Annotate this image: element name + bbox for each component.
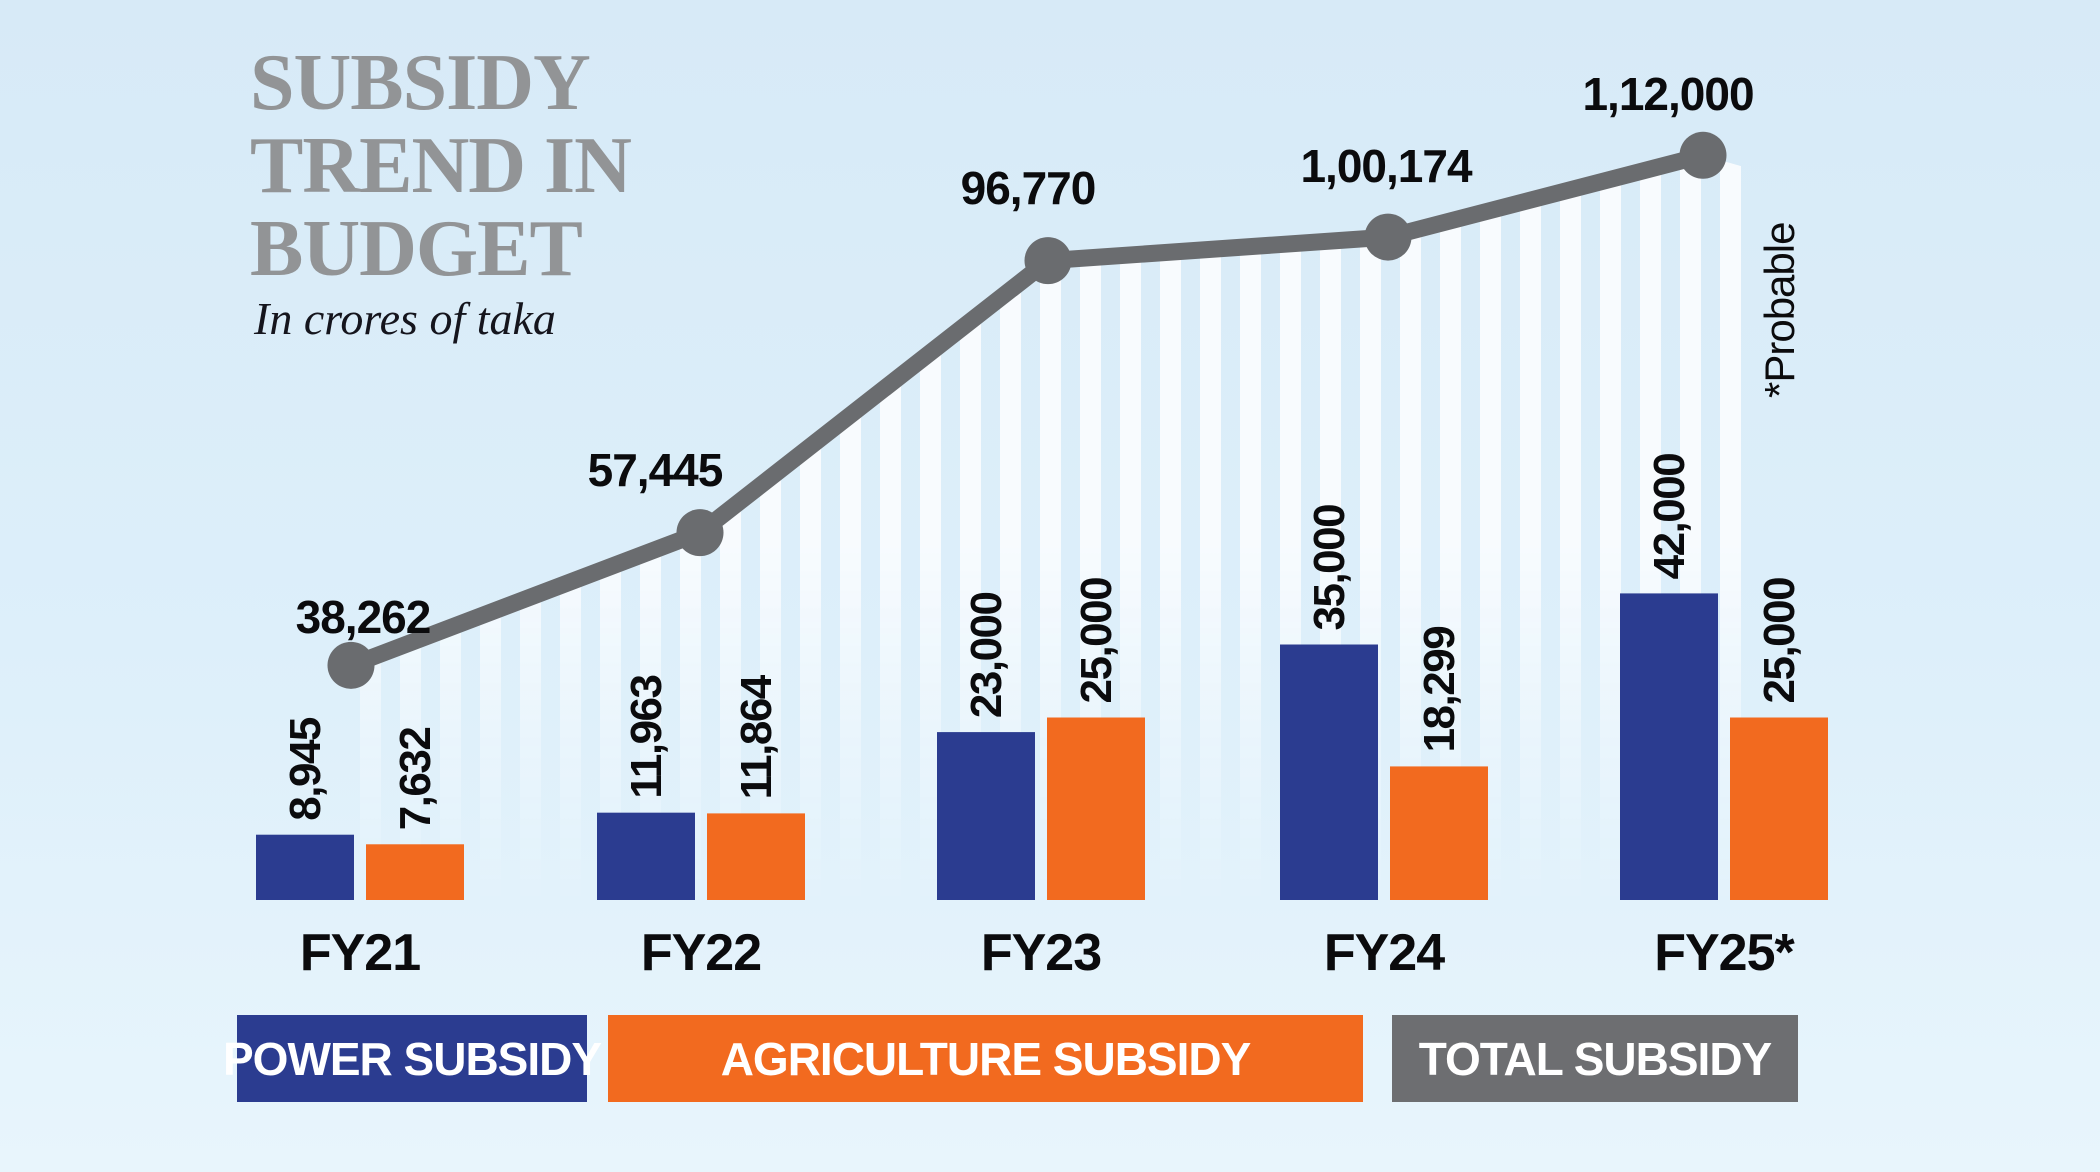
- bar-value-label-agriculture-fy21: 7,632: [391, 728, 440, 831]
- x-axis-label-fy25: FY25*: [1654, 924, 1795, 982]
- line-value-label-fy24: 1,00,174: [1300, 140, 1472, 192]
- bar-agriculture-fy24: [1390, 766, 1488, 900]
- bar-power-fy24: [1280, 644, 1378, 900]
- line-value-label-fy21: 38,262: [296, 591, 431, 643]
- bar-agriculture-fy25: [1730, 717, 1828, 900]
- bar-power-fy22: [597, 812, 695, 900]
- line-value-label-fy22: 57,445: [588, 444, 723, 496]
- page-title: SUBSIDY TREND IN BUDGET: [250, 39, 632, 294]
- legend-item-agriculture-subsidy: AGRICULTURE SUBSIDY: [608, 1015, 1363, 1102]
- bar-value-label-agriculture-fy23: 25,000: [1072, 578, 1121, 704]
- line-point-fy22: [676, 509, 724, 557]
- bar-value-label-power-fy25: 42,000: [1645, 454, 1694, 580]
- line-value-label-fy23: 96,770: [961, 162, 1096, 214]
- bar-value-label-agriculture-fy22: 11,864: [732, 674, 781, 799]
- bar-value-label-agriculture-fy24: 18,299: [1415, 627, 1464, 753]
- bar-power-fy25: [1620, 593, 1718, 900]
- bar-power-fy23: [937, 732, 1035, 900]
- line-value-label-fy25: 1,12,000: [1582, 68, 1753, 120]
- bar-value-label-power-fy21: 8,945: [281, 717, 330, 821]
- bar-agriculture-fy22: [707, 813, 805, 900]
- bar-agriculture-fy21: [366, 844, 464, 900]
- line-point-fy25: [1679, 131, 1727, 179]
- line-point-fy23: [1024, 237, 1072, 285]
- x-axis-label-fy21: FY21: [300, 924, 420, 982]
- x-axis-label-fy23: FY23: [981, 924, 1101, 982]
- line-point-fy21: [327, 641, 375, 689]
- title-line-1: SUBSIDY: [250, 39, 591, 127]
- x-axis-label-fy22: FY22: [641, 924, 761, 982]
- title-line-3: BUDGET: [250, 205, 583, 294]
- x-axis-label-fy24: FY24: [1324, 924, 1445, 982]
- bar-value-label-power-fy23: 23,000: [962, 592, 1011, 718]
- title-line-2: TREND IN: [250, 122, 632, 211]
- bar-agriculture-fy23: [1047, 717, 1145, 900]
- bar-value-label-agriculture-fy25: 25,000: [1755, 578, 1804, 704]
- chart-unit-subtitle: In crores of taka: [254, 293, 556, 344]
- legend-item-total-subsidy: TOTAL SUBSIDY: [1392, 1015, 1798, 1102]
- striped-area-fill: [351, 155, 1745, 965]
- bar-power-fy21: [256, 834, 354, 900]
- probable-footnote: *Probable: [1756, 222, 1803, 398]
- legend-item-power-subsidy: POWER SUBSIDY: [223, 1015, 602, 1102]
- bar-value-label-power-fy24: 35,000: [1305, 505, 1354, 631]
- bar-value-label-power-fy22: 11,963: [622, 675, 671, 798]
- line-point-fy24: [1364, 213, 1412, 261]
